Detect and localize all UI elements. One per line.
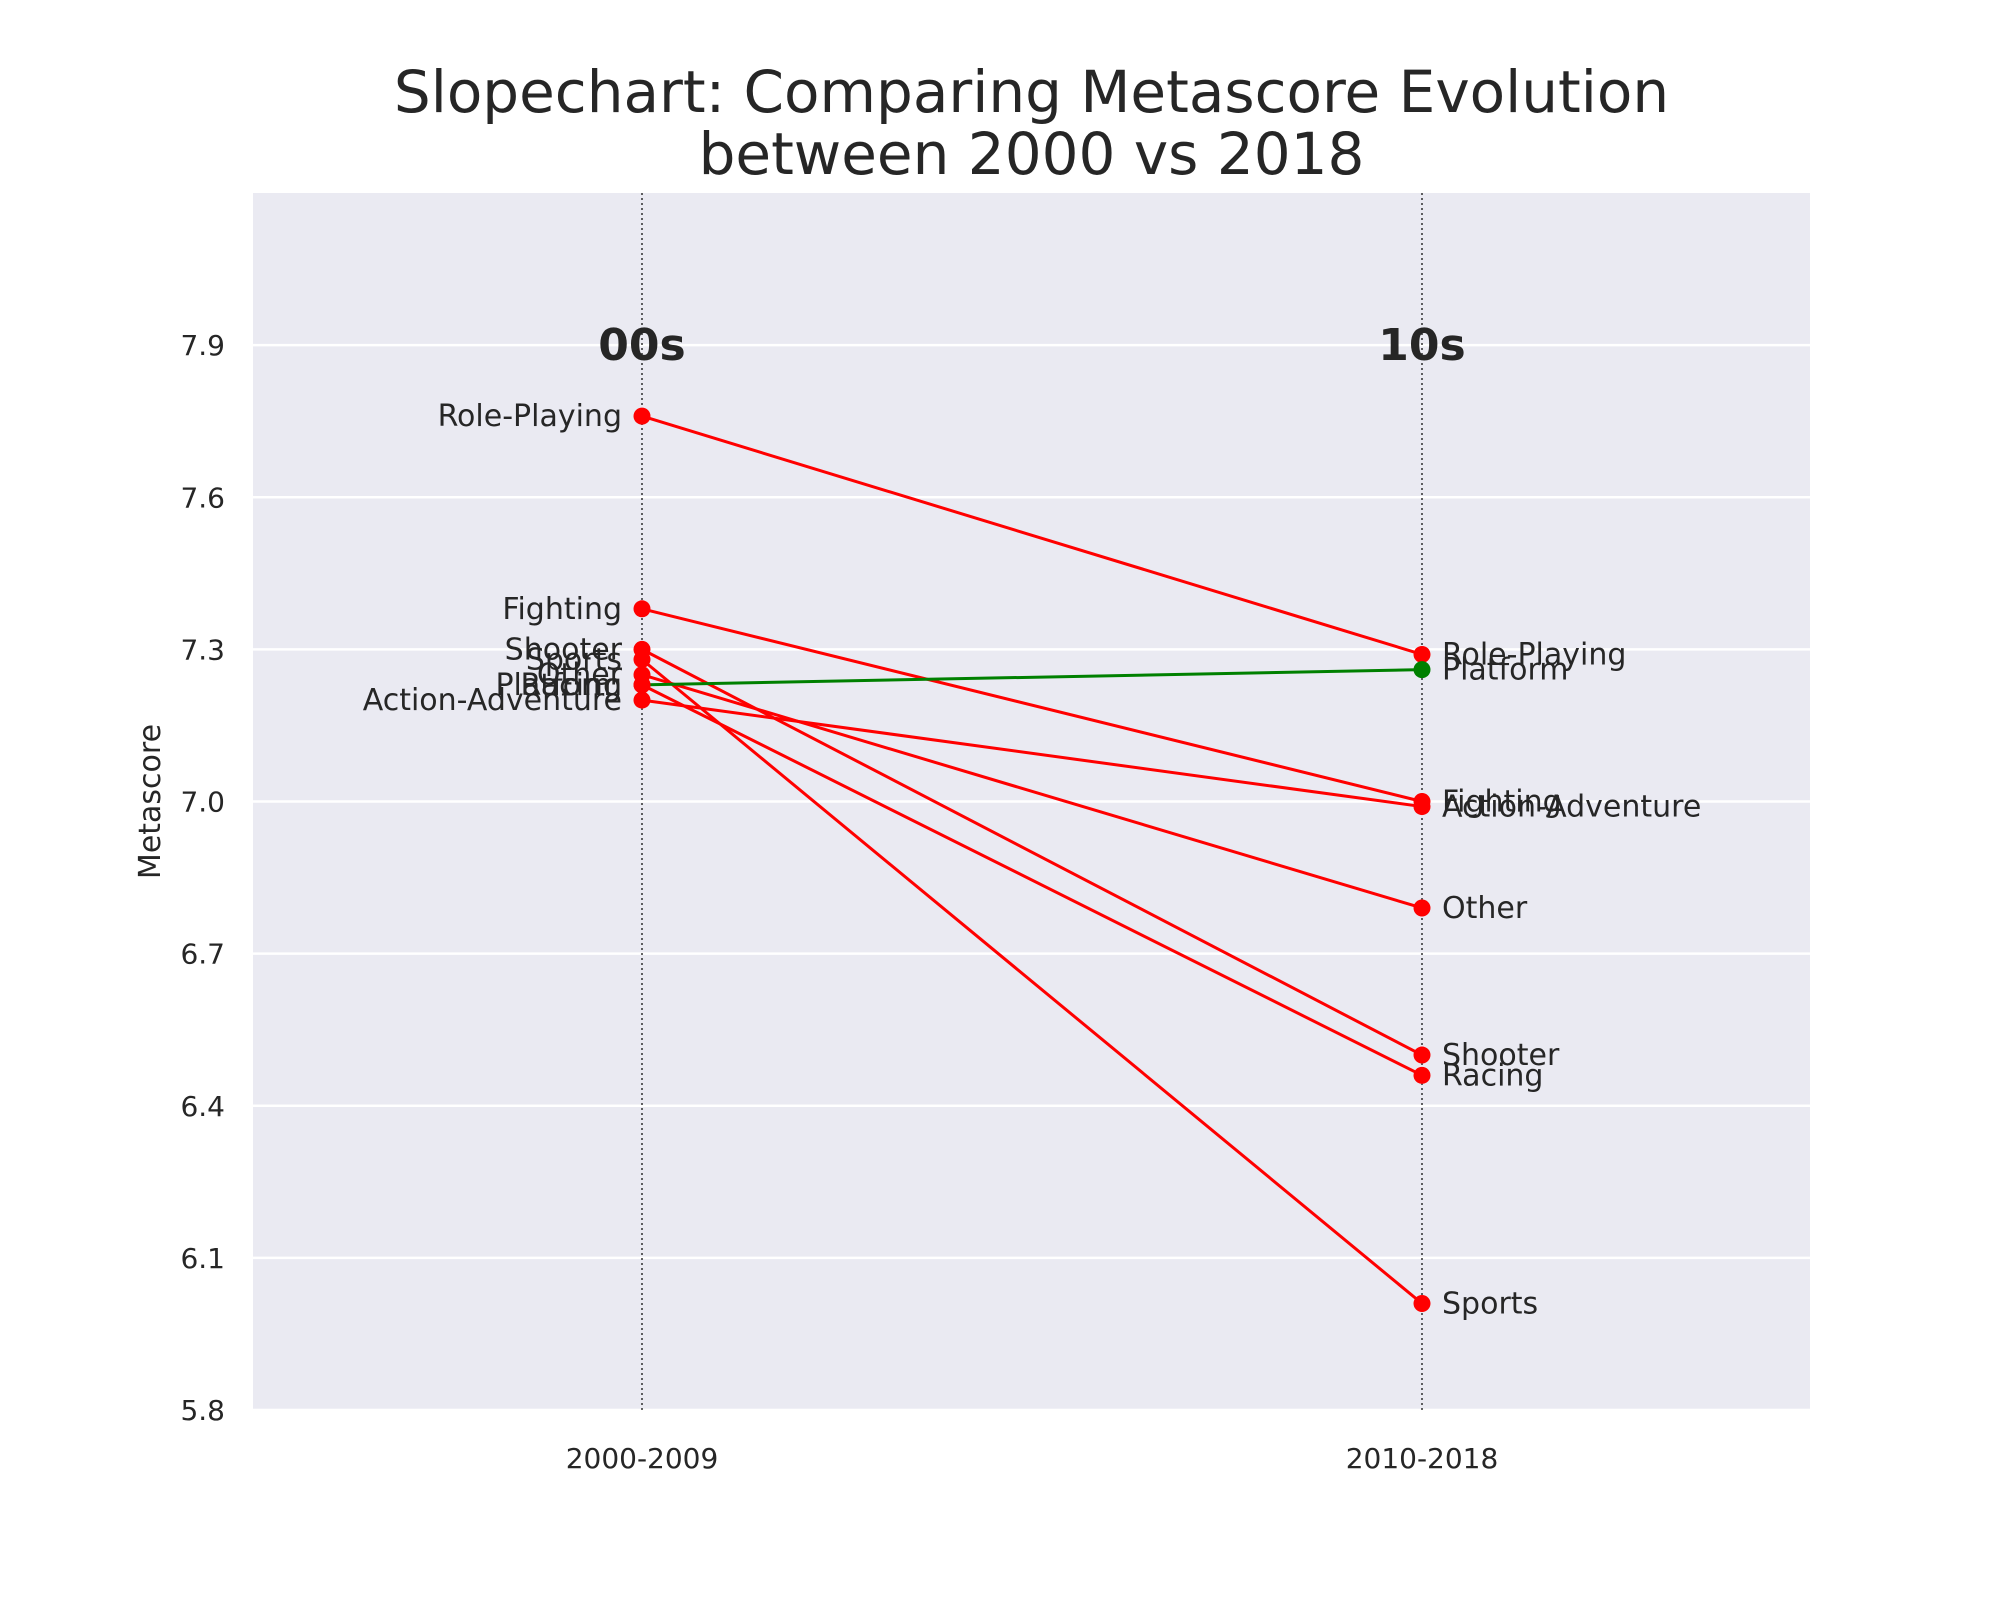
slope-line-racing — [641, 683, 1423, 1077]
x-tick-label: 2000-2009 — [566, 1442, 719, 1475]
point-end-role-playing — [1413, 645, 1431, 663]
label-end-platform: Platform — [1442, 653, 1569, 688]
y-tick-label: 5.8 — [180, 1394, 225, 1427]
chart-title: Slopechart: Comparing Metascore Evolutio… — [394, 58, 1669, 188]
label-start-fighting: Fighting — [502, 592, 622, 627]
slope-lines — [641, 414, 1423, 1305]
axes: 5.8 6.1 6.4 6.7 7.0 7.3 7.6 7.9 Metascore 2000-20… — [133, 320, 1498, 1475]
label-start-platform: Platform — [495, 668, 622, 703]
label-end-role-playing: Role-Playing — [1442, 637, 1626, 672]
point-start-action-adventure — [633, 691, 651, 709]
y-tick-label: 7.3 — [180, 633, 225, 666]
x-tick-label: 2010-2018 — [1346, 1442, 1499, 1475]
label-end-racing: Racing — [1442, 1058, 1543, 1093]
period-label: 10s — [1378, 320, 1465, 371]
point-start-sports — [633, 651, 651, 669]
gridlines — [253, 343, 1810, 1412]
y-axis-label: Metascore — [133, 724, 168, 879]
title-line: between 2000 vs 2018 — [699, 120, 1365, 188]
label-start-racing: Racing — [521, 668, 622, 703]
slope-line-role-playing — [641, 414, 1423, 656]
slope-line-fighting — [641, 607, 1423, 803]
label-end-sports: Sports — [1442, 1287, 1538, 1322]
label-end-fighting: Fighting — [1442, 785, 1562, 820]
slope-points — [633, 407, 1431, 1313]
slope-line-action-adventure — [641, 698, 1423, 809]
y-tick-label: 6.7 — [180, 938, 225, 971]
y-tick-label: 7.6 — [180, 481, 225, 514]
point-end-shooter — [1413, 1046, 1431, 1064]
point-start-fighting — [633, 600, 651, 618]
slope-line-platform — [641, 668, 1423, 687]
point-end-action-adventure — [1413, 798, 1431, 816]
y-tick-label: 7.9 — [180, 329, 225, 362]
period-label: 00s — [598, 320, 685, 371]
label-start-other: Other — [537, 658, 623, 693]
slope-line-sports — [641, 658, 1423, 1305]
point-start-role-playing — [633, 407, 651, 425]
point-end-racing — [1413, 1066, 1431, 1084]
series-labels: Role-Playing Role-Playing Fighting Fighting… — [363, 399, 1702, 1321]
title-line: Slopechart: Comparing Metascore Evolutio… — [394, 58, 1669, 126]
y-tick-label: 6.1 — [180, 1242, 225, 1275]
point-end-other — [1413, 899, 1431, 917]
label-start-sports: Sports — [526, 643, 622, 678]
point-end-sports — [1413, 1295, 1431, 1313]
point-end-platform — [1413, 661, 1431, 679]
y-tick-label: 7.0 — [180, 786, 225, 819]
label-start-role-playing: Role-Playing — [438, 399, 622, 434]
label-end-shooter: Shooter — [1442, 1038, 1560, 1073]
label-start-action-adventure: Action-Adventure — [363, 683, 622, 718]
slope-line-other — [641, 673, 1423, 910]
point-start-platform — [633, 676, 651, 694]
label-start-shooter: Shooter — [505, 632, 623, 667]
label-end-action-adventure: Action-Adventure — [1442, 790, 1701, 825]
label-end-other: Other — [1442, 891, 1528, 926]
y-tick-label: 6.4 — [180, 1090, 225, 1123]
